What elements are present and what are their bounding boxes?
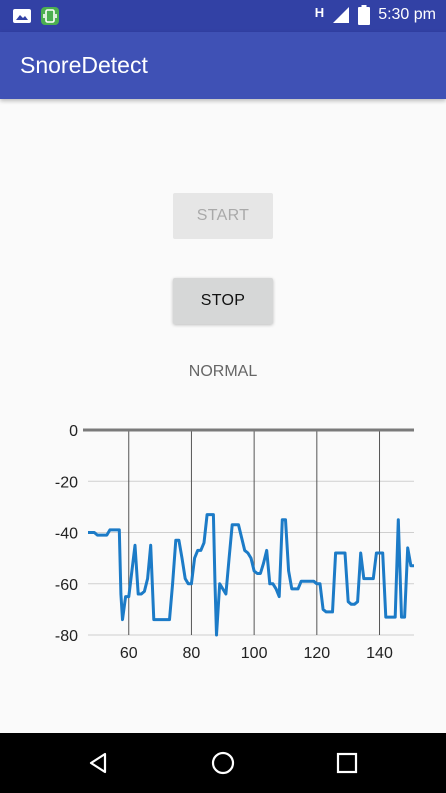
- network-h-icon: H: [315, 5, 324, 20]
- battery-icon: [358, 5, 370, 25]
- y-tick-label: -60: [55, 577, 78, 594]
- x-tick-label: 120: [303, 645, 330, 662]
- home-icon[interactable]: [209, 749, 237, 777]
- y-tick-label: -40: [55, 526, 78, 543]
- x-tick-label: 140: [366, 645, 393, 662]
- app-icon: [40, 6, 60, 26]
- y-tick-label: -20: [55, 474, 78, 491]
- status-bar-left: [12, 6, 60, 26]
- x-tick-label: 100: [241, 645, 268, 662]
- back-icon[interactable]: [85, 749, 113, 777]
- app-bar: SnoreDetect: [0, 32, 446, 99]
- x-tick-label: 60: [120, 645, 138, 662]
- snore-level-chart: 0 -20 -40 -60 -80 60 80 100 120 140: [0, 410, 446, 670]
- y-tick-label: -80: [55, 628, 78, 645]
- status-bar-right: H 5:30 pm: [315, 5, 436, 25]
- recents-icon[interactable]: [333, 749, 361, 777]
- x-tick-label: 80: [183, 645, 201, 662]
- snore-state-label: NORMAL: [0, 363, 446, 381]
- start-button[interactable]: START: [173, 193, 273, 239]
- navigation-bar: [0, 733, 446, 793]
- signal-icon: [332, 6, 350, 24]
- y-tick-label: 0: [69, 423, 78, 440]
- status-time: 5:30 pm: [378, 6, 436, 24]
- image-icon: [12, 6, 32, 26]
- app-title: SnoreDetect: [20, 52, 148, 79]
- stop-button[interactable]: STOP: [173, 278, 273, 324]
- status-bar: H 5:30 pm: [0, 0, 446, 32]
